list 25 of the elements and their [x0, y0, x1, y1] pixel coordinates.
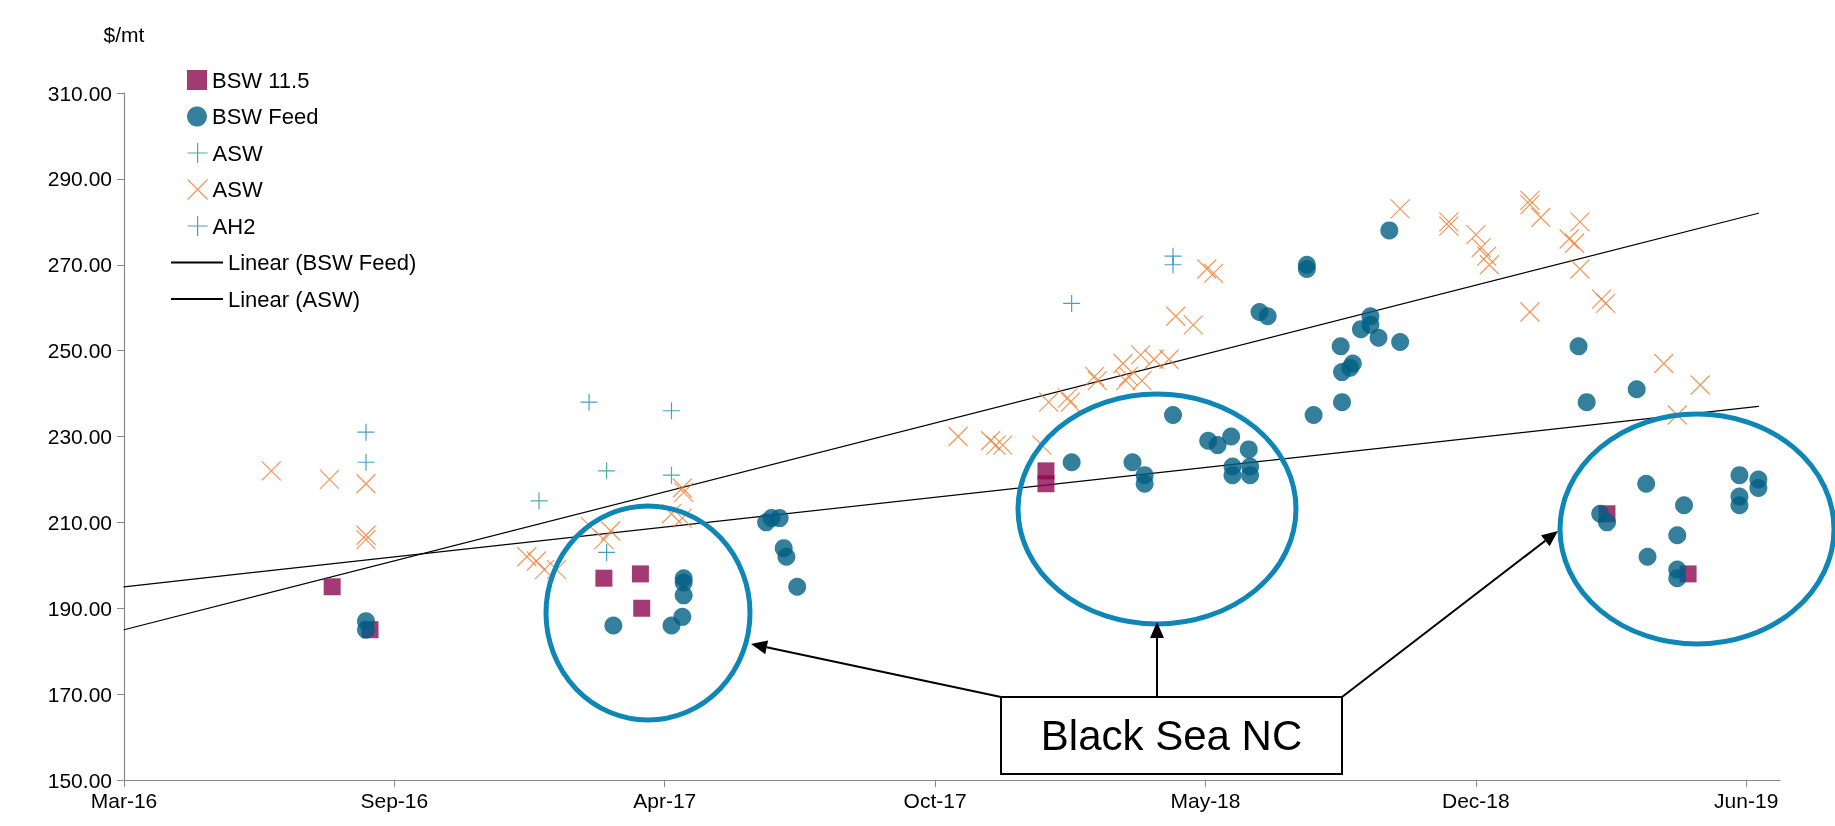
legend-label: BSW Feed [212, 104, 319, 129]
y-tick-label: 290.00 [47, 167, 112, 191]
x-tick-label: Apr-17 [633, 789, 697, 812]
y-tick-label: 190.00 [47, 596, 112, 620]
legend-label: AH2 [212, 213, 256, 239]
x-tick-label: May-18 [1170, 789, 1241, 812]
y-tick-label: 210.00 [47, 510, 112, 534]
y-tick-label: 150.00 [47, 768, 112, 792]
legend-label: Linear (ASW) [228, 286, 361, 312]
y-tick-label: 170.00 [47, 682, 112, 706]
y-tick-label: 310.00 [47, 81, 112, 105]
x-tick-label: Oct-17 [903, 789, 967, 812]
legend-label: BSW 11.5 [212, 67, 310, 93]
y-tick-label: 230.00 [47, 425, 112, 448]
y-tick-label: 270.00 [47, 253, 112, 277]
x-tick-label: Sep-16 [360, 789, 429, 812]
y-axis-title: $/mt [103, 23, 145, 46]
legend-label: ASW [212, 140, 263, 166]
legend-label: Linear (BSW Feed) [228, 250, 417, 275]
x-tick-label: Mar-16 [90, 789, 158, 812]
legend-label: ASW [212, 177, 263, 202]
annotation: Black Sea NC [1040, 712, 1303, 759]
x-tick-label: Dec-18 [1441, 789, 1510, 812]
y-tick-label: 250.00 [47, 339, 112, 363]
x-tick-label: Jun-19 [1714, 789, 1779, 812]
